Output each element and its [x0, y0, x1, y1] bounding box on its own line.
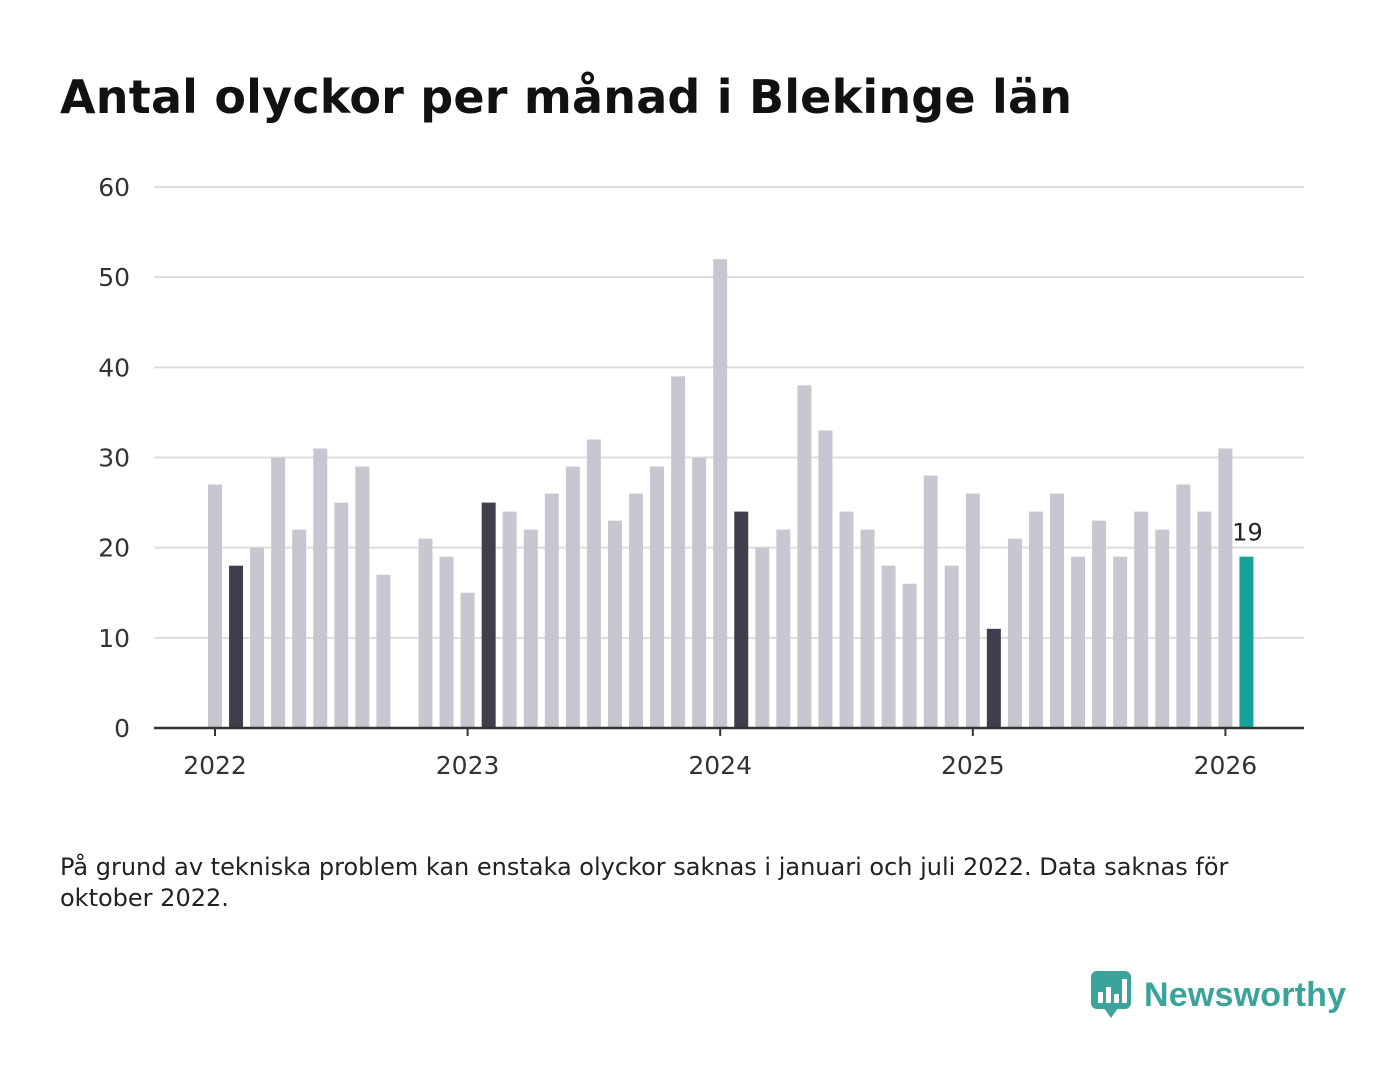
bar-2022-09: [376, 574, 391, 728]
y-tick-label: 0: [114, 714, 130, 743]
bar-2024-11: [923, 475, 938, 728]
bar-2024-09: [881, 565, 896, 728]
bar-2025-02: [986, 628, 1001, 728]
bar-2022-06: [313, 448, 328, 728]
x-tick-label: 2022: [183, 751, 247, 780]
bar-2022-05: [292, 529, 307, 728]
x-tick-label: 2026: [1194, 751, 1258, 780]
y-tick-label: 50: [98, 263, 130, 292]
bar-2025-01: [965, 493, 980, 728]
bar-2022-12: [439, 556, 454, 728]
bar-2023-11: [671, 376, 686, 728]
bar-2024-02: [734, 511, 749, 728]
chart-title: Antal olyckor per månad i Blekinge län: [60, 70, 1073, 124]
bar-2022-01: [208, 484, 222, 728]
bar-2024-07: [839, 511, 854, 728]
bar-2025-08: [1113, 556, 1128, 728]
bar-2023-03: [502, 511, 517, 728]
bar-2023-07: [586, 439, 601, 728]
bar-2025-05: [1050, 493, 1064, 728]
bar-2024-12: [944, 565, 959, 728]
bar-2023-12: [692, 457, 707, 728]
bar-2025-07: [1092, 520, 1107, 728]
bar-2022-02: [229, 565, 244, 728]
bar-2024-10: [902, 583, 917, 728]
bar-2023-10: [650, 466, 665, 728]
newsworthy-logo: Newsworthy: [1090, 970, 1346, 1020]
bar-2024-05: [797, 385, 812, 728]
y-axis-ticks: 0 10 20 30 40 50 60: [98, 173, 130, 743]
bar-2024-03: [755, 547, 770, 728]
bar-2024-08: [860, 529, 875, 728]
bar-2022-11: [418, 538, 433, 728]
bar-2025-03: [1007, 538, 1022, 728]
bar-2023-06: [565, 466, 580, 728]
y-tick-label: 60: [98, 173, 130, 202]
y-tick-label: 20: [98, 534, 130, 563]
data-labels: 19: [1230, 516, 1266, 549]
x-axis-ticks: 2022 2023 2024 2025 2026: [183, 728, 1257, 780]
brand-name: Newsworthy: [1144, 975, 1347, 1014]
bar-2023-04: [523, 529, 538, 728]
bar-2024-04: [776, 529, 791, 728]
bar-2025-04: [1028, 511, 1043, 728]
x-tick-label: 2024: [688, 751, 752, 780]
footnote: På grund av tekniska problem kan enstaka…: [60, 853, 1229, 912]
bar-2025-10: [1155, 529, 1170, 728]
bar-2025-12: [1197, 511, 1212, 728]
y-tick-label: 40: [98, 353, 130, 382]
latest-value-label: 19: [1232, 519, 1263, 547]
bar-2026-02: [1239, 556, 1254, 728]
bar-2023-05: [544, 493, 559, 728]
y-tick-label: 30: [98, 444, 130, 473]
x-tick-label: 2023: [436, 751, 500, 780]
bar-2024-01: [713, 259, 728, 728]
x-tick-label: 2025: [941, 751, 1005, 780]
newsworthy-logo-icon: [1091, 971, 1131, 1018]
bar-chart: 0 10 20 30 40 50 60 2022 2023 2024 2025 2026 19: [98, 173, 1304, 780]
bar-2022-03: [250, 547, 265, 728]
bar-2022-04: [271, 457, 286, 728]
y-tick-label: 10: [98, 624, 130, 653]
bar-2024-06: [818, 430, 833, 728]
bar-2023-02: [481, 502, 496, 728]
bars: [208, 259, 1254, 728]
bar-2026-01: [1218, 448, 1233, 728]
bar-2025-06: [1071, 556, 1086, 728]
bar-2022-08: [355, 466, 370, 728]
bar-2025-09: [1134, 511, 1149, 728]
bar-2022-07: [334, 502, 349, 728]
bar-2023-08: [607, 520, 622, 728]
bar-2023-09: [629, 493, 643, 728]
bar-2023-01: [460, 592, 475, 728]
bar-2025-11: [1176, 484, 1191, 728]
